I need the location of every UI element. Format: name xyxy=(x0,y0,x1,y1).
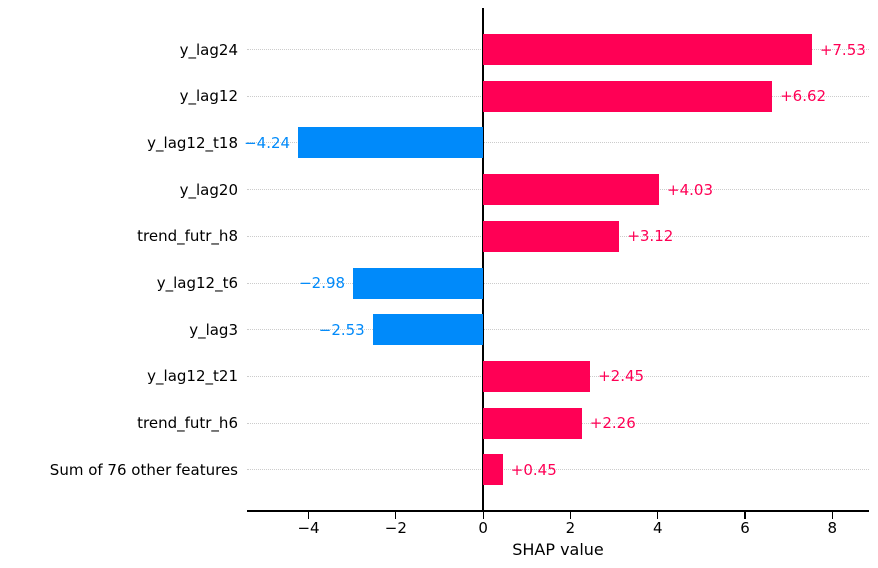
x-tick-mark xyxy=(831,511,833,519)
x-tick-mark xyxy=(657,511,659,519)
bar-value-label: +6.62 xyxy=(780,87,827,106)
negative-bar xyxy=(353,267,484,299)
gridline xyxy=(247,282,869,284)
gridline xyxy=(247,469,869,471)
x-axis-title: SHAP value xyxy=(512,540,604,559)
positive-bar xyxy=(483,34,812,65)
bar-value-label: +0.45 xyxy=(510,460,557,479)
x-tick-mark xyxy=(569,511,572,519)
feature-label: y_lag20 xyxy=(179,180,238,199)
feature-label: y_lag12_t18 xyxy=(147,133,238,152)
x-tick-mark xyxy=(482,511,484,519)
negative-bar xyxy=(372,314,484,346)
feature-label: y_lag3 xyxy=(189,320,238,339)
feature-label: y_lag12_t21 xyxy=(147,367,238,386)
positive-bar xyxy=(483,360,591,392)
positive-bar xyxy=(483,174,660,206)
bar-value-label: −4.24 xyxy=(244,133,291,152)
x-tick-label: 4 xyxy=(652,519,663,537)
x-tick-mark xyxy=(307,511,310,519)
gridline xyxy=(247,142,869,144)
feature-label: trend_futr_h6 xyxy=(137,414,238,433)
x-tick-label: 2 xyxy=(565,519,576,537)
x-tick-label: 0 xyxy=(478,519,488,537)
x-tick-label: −4 xyxy=(297,519,320,537)
positive-bar xyxy=(483,407,582,439)
zero-reference-line xyxy=(482,8,484,510)
feature-label: Sum of 76 other features xyxy=(49,460,238,479)
bar-value-label: +2.26 xyxy=(589,414,636,433)
x-tick-mark xyxy=(744,511,746,519)
feature-label: trend_futr_h8 xyxy=(137,227,238,246)
x-tick-mark xyxy=(395,511,397,519)
gridline xyxy=(247,329,869,331)
x-tick-label: 6 xyxy=(740,519,750,537)
bar-value-label: −2.53 xyxy=(318,320,365,339)
x-tick-label: 8 xyxy=(827,519,838,537)
bar-value-label: +3.12 xyxy=(627,227,674,246)
feature-label: y_lag24 xyxy=(179,40,238,59)
x-axis-line xyxy=(247,510,869,512)
x-tick-label: −2 xyxy=(384,519,407,537)
bar-value-label: −2.98 xyxy=(299,274,346,292)
feature-label: y_lag12 xyxy=(179,87,238,106)
bar-value-label: +4.03 xyxy=(667,180,714,199)
feature-label: y_lag12_t6 xyxy=(156,274,238,292)
negative-bar xyxy=(298,127,484,159)
positive-bar xyxy=(483,220,620,252)
bar-value-label: +2.45 xyxy=(598,367,645,386)
positive-bar xyxy=(483,80,773,112)
bar-value-label: +7.53 xyxy=(819,40,866,59)
positive-bar xyxy=(483,454,503,486)
